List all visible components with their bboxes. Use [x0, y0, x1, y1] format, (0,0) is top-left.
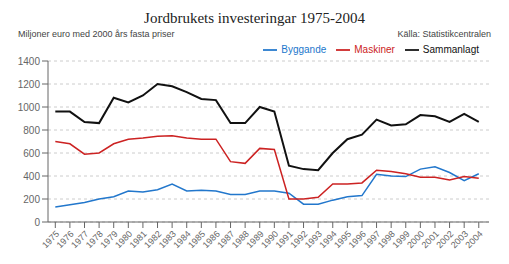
svg-text:2004: 2004	[463, 229, 484, 250]
svg-text:1999: 1999	[390, 228, 412, 251]
svg-text:1998: 1998	[375, 228, 398, 251]
svg-text:600: 600	[23, 148, 40, 159]
svg-text:1987: 1987	[215, 228, 237, 251]
svg-text:1993: 1993	[302, 228, 325, 251]
svg-text:1400: 1400	[18, 56, 41, 67]
svg-text:0: 0	[34, 217, 40, 228]
svg-text:1200: 1200	[18, 79, 41, 90]
svg-text:1980: 1980	[113, 228, 135, 251]
svg-text:1982: 1982	[142, 228, 164, 251]
svg-text:1000: 1000	[18, 102, 41, 113]
svg-text:2002: 2002	[434, 228, 456, 251]
html-text:Sammanlagt: Sammanlagt	[422, 43, 479, 55]
html-text:Miljoner euro med 2000 års fas: Miljoner euro med 2000 års fasta priser	[18, 29, 175, 39]
svg-text:1995: 1995	[332, 228, 354, 251]
svg-text:1994: 1994	[317, 228, 339, 251]
svg-text:1989: 1989	[244, 228, 266, 251]
html-text:Källa: Statistikcentralen: Källa: Statistikcentralen	[397, 29, 491, 39]
svg-text:2000: 2000	[405, 228, 427, 251]
svg-text:2001: 2001	[419, 228, 441, 251]
svg-text:1997: 1997	[361, 228, 383, 251]
svg-text:1977: 1977	[69, 228, 91, 251]
svg-text:2003: 2003	[448, 228, 471, 251]
svg-text:1975: 1975	[40, 228, 62, 251]
svg-text:1991: 1991	[273, 228, 295, 251]
svg-text:1986: 1986	[200, 228, 222, 251]
html-text:Jordbrukets investeringar 1975: Jordbrukets investeringar 1975-2004	[144, 10, 365, 26]
svg-text:400: 400	[23, 171, 40, 182]
svg-text:200: 200	[23, 194, 40, 205]
svg-text:1979: 1979	[98, 228, 120, 251]
svg-text:1988: 1988	[229, 228, 252, 251]
svg-text:1978: 1978	[83, 228, 105, 251]
svg-text:800: 800	[23, 125, 40, 136]
svg-text:1992: 1992	[288, 228, 310, 251]
svg-text:1976: 1976	[54, 228, 76, 251]
svg-text:1985: 1985	[186, 228, 208, 251]
html-text:Byggande: Byggande	[281, 43, 327, 55]
html-text:Maskiner: Maskiner	[354, 43, 395, 55]
svg-text:1990: 1990	[259, 228, 281, 251]
svg-text:1984: 1984	[171, 228, 193, 251]
svg-text:1981: 1981	[127, 228, 149, 251]
svg-text:1996: 1996	[346, 228, 368, 251]
svg-text:1983: 1983	[156, 228, 179, 251]
